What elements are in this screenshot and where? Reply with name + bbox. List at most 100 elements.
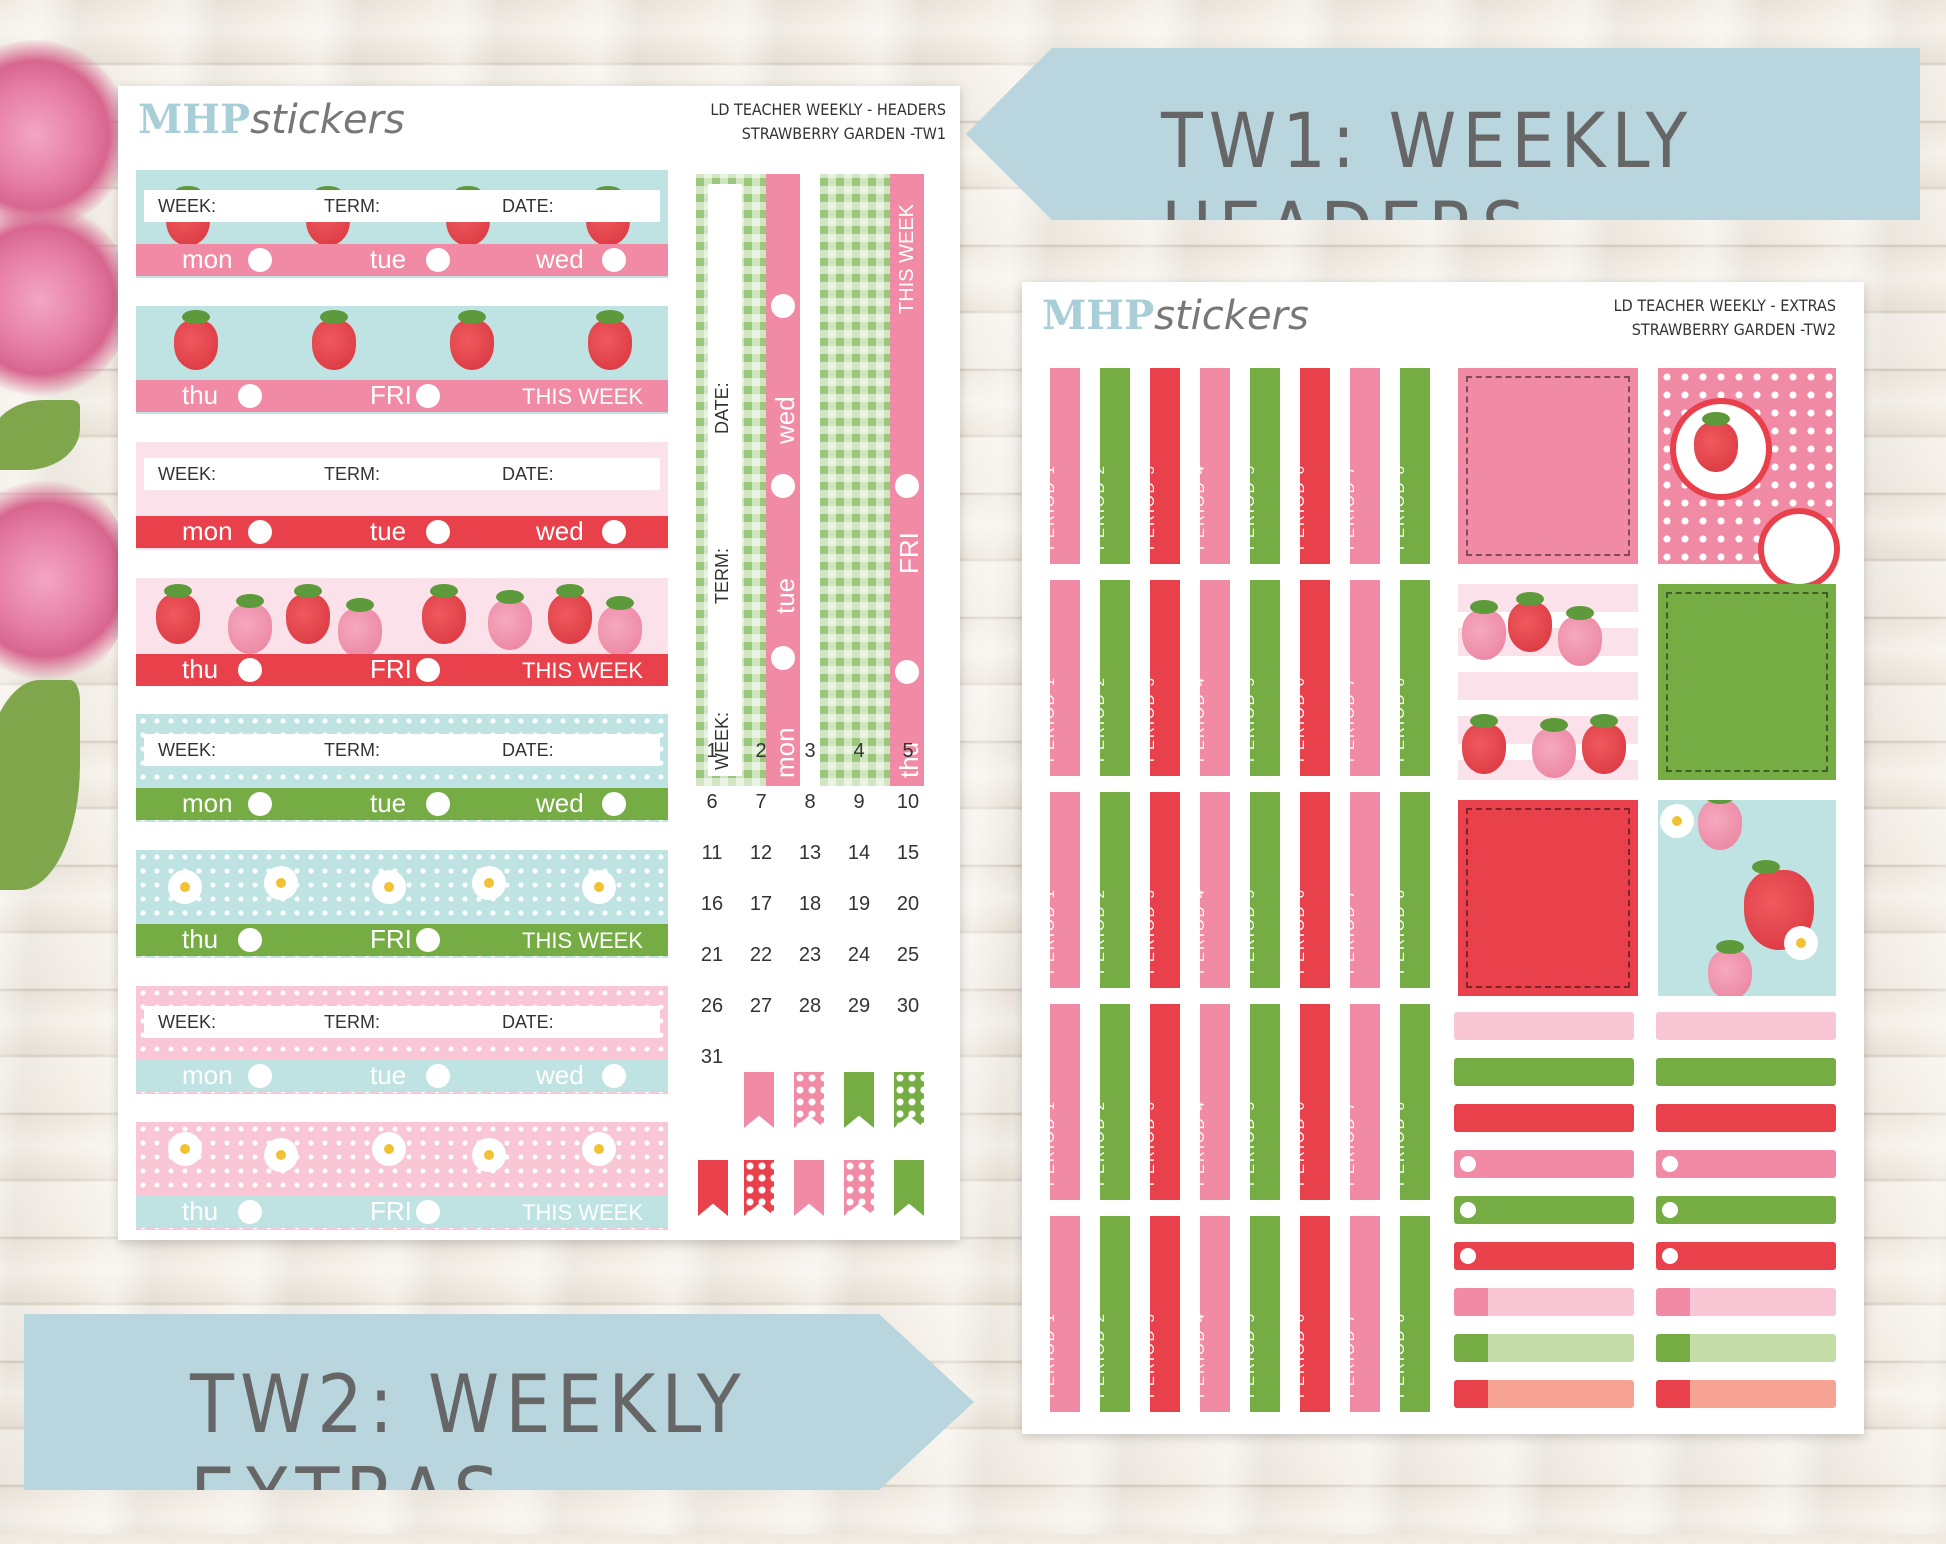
date-number[interactable]: 5 (902, 740, 914, 762)
period-label-sticker[interactable]: PERIOD 5 (1241, 1216, 1280, 1412)
period-label-sticker[interactable]: PERIOD 1 (1041, 1004, 1080, 1200)
period-label-sticker[interactable]: PERIOD 6 (1291, 1216, 1330, 1412)
header-strip-top[interactable]: WEEK: TERM: DATE: mon tue wed (136, 986, 668, 1094)
period-label-sticker[interactable]: PERIOD 1 (1041, 792, 1080, 988)
red-box-sticker[interactable] (1458, 800, 1638, 996)
date-number[interactable]: 24 (847, 944, 871, 966)
date-number[interactable]: 14 (847, 842, 871, 864)
period-label-sticker[interactable]: PERIOD 4 (1191, 580, 1230, 776)
period-label-sticker[interactable]: PERIOD 3 (1141, 1004, 1180, 1200)
flag-sticker[interactable] (698, 1160, 728, 1216)
bar-sticker[interactable] (1656, 1150, 1836, 1178)
period-label-sticker[interactable]: PERIOD 7 (1341, 1004, 1380, 1200)
vertical-header-strip[interactable]: THIS WEEK FRI thu (820, 174, 924, 786)
flag-sticker[interactable] (894, 1160, 924, 1216)
period-label-sticker[interactable]: PERIOD 4 (1191, 368, 1230, 564)
date-number[interactable]: 13 (798, 842, 822, 864)
header-strip-bottom[interactable]: thu FRI THIS WEEK (136, 306, 668, 414)
bar-sticker[interactable] (1454, 1380, 1634, 1408)
header-strip-top[interactable]: WEEK: TERM: DATE: mon tue wed (136, 442, 668, 550)
strawberry-pattern-box[interactable] (1658, 368, 1840, 590)
period-label-sticker[interactable]: PERIOD 3 (1141, 1216, 1180, 1412)
date-number[interactable]: 8 (804, 791, 816, 813)
period-label-sticker[interactable]: PERIOD 3 (1141, 580, 1180, 776)
period-label-sticker[interactable]: PERIOD 1 (1041, 580, 1080, 776)
green-box-sticker[interactable] (1658, 584, 1836, 780)
date-number[interactable]: 18 (798, 893, 822, 915)
header-strip-bottom[interactable]: thu FRI THIS WEEK (136, 578, 668, 686)
vertical-header-strip[interactable]: DATE: TERM: WEEK: wed tue mon (696, 174, 800, 786)
pink-box-sticker[interactable] (1458, 368, 1638, 564)
period-label-sticker[interactable]: PERIOD 6 (1291, 1004, 1330, 1200)
period-label-sticker[interactable]: PERIOD 8 (1391, 1004, 1430, 1200)
date-number[interactable]: 3 (804, 740, 816, 762)
header-strip-top[interactable]: WEEK: TERM: DATE: mon tue wed (136, 170, 668, 278)
bar-sticker[interactable] (1454, 1012, 1634, 1040)
bar-sticker[interactable] (1656, 1058, 1836, 1086)
date-number[interactable]: 19 (847, 893, 871, 915)
period-label-sticker[interactable]: PERIOD 5 (1241, 1004, 1280, 1200)
date-number[interactable]: 22 (749, 944, 773, 966)
date-number[interactable]: 12 (749, 842, 773, 864)
bar-sticker[interactable] (1454, 1196, 1634, 1224)
date-number[interactable]: 1 (706, 740, 718, 762)
date-number[interactable]: 9 (853, 791, 865, 813)
flag-sticker[interactable] (744, 1160, 774, 1216)
header-strip-bottom[interactable]: thu FRI THIS WEEK (136, 1122, 668, 1230)
period-label-sticker[interactable]: PERIOD 2 (1091, 1004, 1130, 1200)
bar-sticker[interactable] (1656, 1380, 1836, 1408)
bar-sticker[interactable] (1656, 1334, 1836, 1362)
period-label-sticker[interactable]: PERIOD 4 (1191, 792, 1230, 988)
date-number[interactable]: 21 (700, 944, 724, 966)
period-label-sticker[interactable]: PERIOD 8 (1391, 580, 1430, 776)
bar-sticker[interactable] (1656, 1288, 1836, 1316)
period-label-sticker[interactable]: PERIOD 2 (1091, 792, 1130, 988)
bar-sticker[interactable] (1656, 1196, 1836, 1224)
period-label-sticker[interactable]: PERIOD 1 (1041, 1216, 1080, 1412)
period-label-sticker[interactable]: PERIOD 5 (1241, 580, 1280, 776)
period-label-sticker[interactable]: PERIOD 4 (1191, 1216, 1230, 1412)
period-label-sticker[interactable]: PERIOD 3 (1141, 792, 1180, 988)
strawberry-strip-sticker[interactable] (1458, 584, 1638, 780)
bar-sticker[interactable] (1454, 1242, 1634, 1270)
date-number[interactable]: 25 (896, 944, 920, 966)
period-label-sticker[interactable]: PERIOD 5 (1241, 792, 1280, 988)
date-number[interactable]: 28 (798, 995, 822, 1017)
period-label-sticker[interactable]: PERIOD 8 (1391, 1216, 1430, 1412)
period-label-sticker[interactable]: PERIOD 3 (1141, 368, 1180, 564)
flag-sticker[interactable] (844, 1160, 874, 1216)
date-number[interactable]: 2 (755, 740, 767, 762)
period-label-sticker[interactable]: PERIOD 6 (1291, 368, 1330, 564)
bar-sticker[interactable] (1454, 1150, 1634, 1178)
period-label-sticker[interactable]: PERIOD 1 (1041, 368, 1080, 564)
date-number[interactable]: 10 (896, 791, 920, 813)
date-number[interactable]: 23 (798, 944, 822, 966)
date-number[interactable]: 27 (749, 995, 773, 1017)
flag-sticker[interactable] (844, 1072, 874, 1128)
date-number[interactable]: 11 (701, 842, 723, 864)
date-number[interactable]: 31 (700, 1046, 724, 1068)
period-label-sticker[interactable]: PERIOD 6 (1291, 792, 1330, 988)
header-strip-bottom[interactable]: thu FRI THIS WEEK (136, 850, 668, 958)
period-label-sticker[interactable]: PERIOD 8 (1391, 792, 1430, 988)
bar-sticker[interactable] (1656, 1104, 1836, 1132)
date-number[interactable]: 15 (896, 842, 920, 864)
date-number[interactable]: 4 (853, 740, 865, 762)
date-number[interactable]: 29 (847, 995, 871, 1017)
flag-sticker[interactable] (894, 1072, 924, 1128)
bar-sticker[interactable] (1454, 1058, 1634, 1086)
flag-sticker[interactable] (794, 1160, 824, 1216)
bar-sticker[interactable] (1454, 1104, 1634, 1132)
strawberry-illustration-box[interactable] (1658, 800, 1836, 996)
period-label-sticker[interactable]: PERIOD 2 (1091, 368, 1130, 564)
bar-sticker[interactable] (1656, 1242, 1836, 1270)
bar-sticker[interactable] (1656, 1012, 1836, 1040)
flag-sticker[interactable] (744, 1072, 774, 1128)
period-label-sticker[interactable]: PERIOD 2 (1091, 580, 1130, 776)
period-label-sticker[interactable]: PERIOD 8 (1391, 368, 1430, 564)
period-label-sticker[interactable]: PERIOD 7 (1341, 580, 1380, 776)
date-number[interactable]: 30 (896, 995, 920, 1017)
period-label-sticker[interactable]: PERIOD 2 (1091, 1216, 1130, 1412)
period-label-sticker[interactable]: PERIOD 7 (1341, 368, 1380, 564)
date-number[interactable]: 26 (700, 995, 724, 1017)
